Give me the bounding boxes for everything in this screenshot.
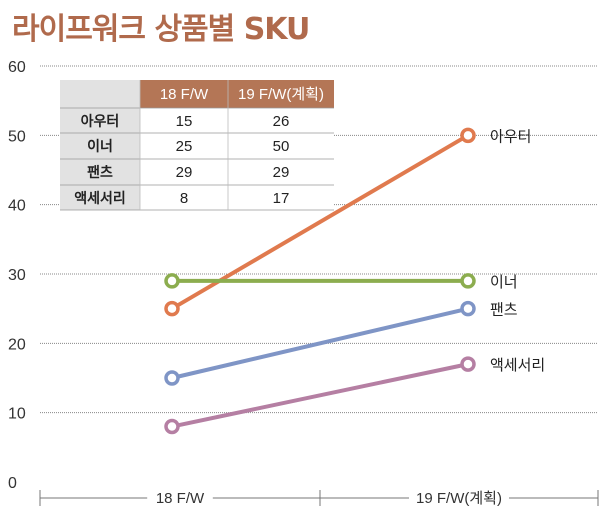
- table-body-cell: [140, 159, 334, 185]
- y-tick-label: 40: [8, 198, 26, 215]
- series-line: [170, 362, 470, 429]
- table-cell-value: 26: [273, 113, 290, 130]
- y-tick-label: 0: [8, 475, 17, 492]
- data-table: 18 F/W 19 F/W(계획) 아우터 15 26 이너 25 50 팬츠 29 29 액세서리 8…: [60, 80, 334, 211]
- table-header-cell: [228, 80, 334, 108]
- table-cell-value: 17: [273, 190, 290, 207]
- table-row-label-cell: [60, 185, 140, 210]
- table-row-label-cell: [60, 133, 140, 159]
- table-cell-value: 8: [180, 190, 188, 207]
- table-row-label: 팬츠: [87, 165, 113, 181]
- table-header-label: 18 F/W: [160, 86, 209, 103]
- x-axis: 18 F/W 19 F/W(계획): [39, 488, 599, 508]
- series-lines: [164, 127, 476, 435]
- data-point: [164, 370, 180, 386]
- data-point: [164, 273, 180, 289]
- x-tick-label: 18 F/W: [156, 490, 205, 507]
- table-corner-cell: [60, 80, 140, 108]
- data-point: [164, 300, 180, 317]
- table-cell-value: 29: [273, 164, 290, 181]
- table-body-cell: [140, 133, 334, 159]
- table-row-label: 이너: [87, 138, 113, 155]
- series-label: 액세서리: [490, 356, 545, 374]
- table-header-cell: [140, 80, 228, 108]
- data-point: [460, 127, 476, 144]
- table-body-cell: [140, 108, 334, 133]
- table-cell-value: 29: [176, 164, 193, 181]
- series-label: 팬츠: [490, 301, 518, 319]
- series-label: 이너: [490, 273, 518, 291]
- series-line: [170, 306, 470, 380]
- data-point: [460, 300, 476, 317]
- x-tick-label-bg: [409, 488, 509, 508]
- y-axis-ticks: 0 10 20 30 40 50 60: [8, 59, 26, 492]
- y-tick-label: 10: [8, 406, 26, 423]
- table-row-label: 아우터: [81, 113, 120, 130]
- table-cell-value: 25: [176, 138, 193, 155]
- data-point: [460, 273, 476, 289]
- y-tick-label: 30: [8, 267, 26, 284]
- table-cell-value: 15: [176, 113, 193, 130]
- y-tick-label: 50: [8, 128, 26, 145]
- x-tick-label: 19 F/W(계획): [416, 490, 502, 507]
- table-row-label-cell: [60, 159, 140, 185]
- x-tick-label-bg: [147, 488, 213, 508]
- y-tick-label: 60: [8, 59, 26, 76]
- table-row-label: 액세서리: [74, 190, 126, 207]
- table-cell-value: 50: [273, 138, 290, 155]
- data-point: [164, 418, 180, 435]
- series-label: 아우터: [490, 127, 531, 145]
- table-body-cell: [140, 185, 334, 210]
- table-header-label: 19 F/W(계획): [238, 86, 324, 103]
- data-point: [460, 356, 476, 372]
- chart-title: 라이프워크 상품별 SKU: [12, 12, 310, 47]
- y-tick-label: 20: [8, 336, 26, 353]
- table-row-label-cell: [60, 108, 140, 133]
